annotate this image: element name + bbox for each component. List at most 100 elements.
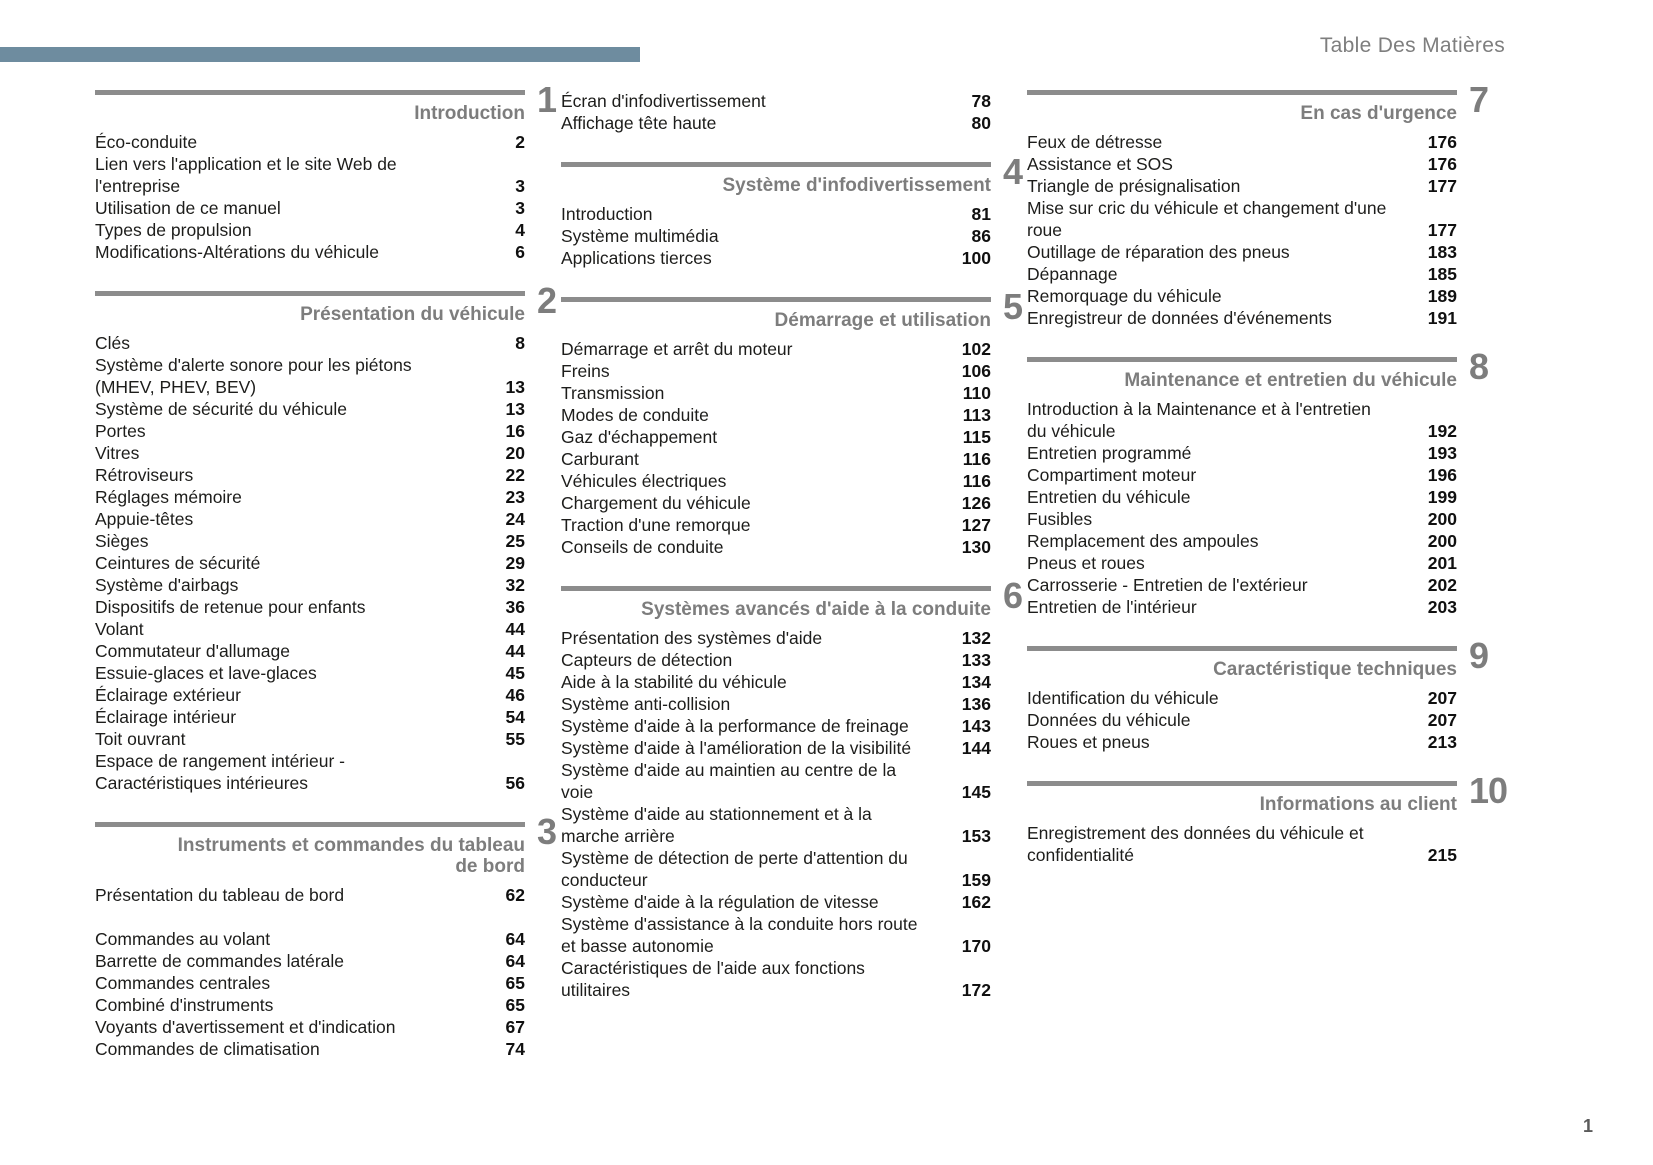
toc-entry[interactable]: Feux de détresse 176 bbox=[1027, 131, 1457, 153]
toc-entry-label: Système d'aide à la performance de frein… bbox=[561, 716, 909, 736]
section-header: Systèmes avancés d'aide à la conduite 6 bbox=[561, 578, 1023, 620]
toc-entry-label: Système anti-collision bbox=[561, 694, 731, 714]
toc-entry[interactable]: Système d'aide à la régulation de vitess… bbox=[561, 891, 991, 913]
section-header: Démarrage et utilisation 5 bbox=[561, 289, 1023, 331]
toc-section: Introduction 1 Éco-conduite 2 Lien vers l'ap… bbox=[95, 82, 557, 263]
toc-entry-label: Compartiment moteur bbox=[1027, 465, 1197, 485]
toc-entry[interactable]: Voyants d'avertissement et d'indication 6… bbox=[95, 1016, 525, 1038]
toc-entry[interactable]: Caractéristiques de l'aide aux fonctions… bbox=[561, 957, 991, 1001]
toc-entry[interactable]: Triangle de présignalisation 177 bbox=[1027, 175, 1457, 197]
toc-entry[interactable]: Modes de conduite 113 bbox=[561, 404, 991, 426]
toc-entry[interactable]: Système de détection de perte d'attentio… bbox=[561, 847, 991, 891]
toc-entry[interactable]: Traction d'une remorque 127 bbox=[561, 514, 991, 536]
toc-entry[interactable]: Dispositifs de retenue pour enfants 36 bbox=[95, 596, 525, 618]
toc-entry[interactable]: Mise sur cric du véhicule et changement … bbox=[1027, 197, 1457, 241]
toc-entry[interactable]: Pneus et roues 201 bbox=[1027, 552, 1457, 574]
toc-column-2: Écran d'infodivertissement 78 Affichage tê… bbox=[561, 90, 1023, 1060]
toc-entry[interactable]: Chargement du véhicule 126 bbox=[561, 492, 991, 514]
toc-entry-page: 189 bbox=[1427, 286, 1457, 306]
toc-entry[interactable]: Utilisation de ce manuel 3 bbox=[95, 197, 525, 219]
toc-entry-label: Écran d'infodivertissement bbox=[561, 91, 766, 111]
toc-entry[interactable]: Réglages mémoire 23 bbox=[95, 486, 525, 508]
toc-section: En cas d'urgence 7 Feux de détresse 176 Assi… bbox=[1027, 82, 1489, 329]
toc-entry[interactable]: Clés 8 bbox=[95, 332, 525, 354]
toc-entry[interactable]: Toit ouvrant 55 bbox=[95, 728, 525, 750]
toc-entry[interactable]: Système d'airbags 32 bbox=[95, 574, 525, 596]
toc-entry[interactable]: Introduction 81 bbox=[561, 203, 991, 225]
toc-entry[interactable]: Applications tierces 100 bbox=[561, 247, 991, 269]
section-number: 4 bbox=[1003, 151, 1023, 192]
toc-entry[interactable]: Lien vers l'application et le site Web d… bbox=[95, 153, 525, 197]
toc-entry[interactable]: Système multimédia 86 bbox=[561, 225, 991, 247]
toc-entry[interactable]: Système d'aide au stationnement et à la … bbox=[561, 803, 991, 847]
toc-entry[interactable]: Appuie-têtes 24 bbox=[95, 508, 525, 530]
toc-entry[interactable]: Vitres 20 bbox=[95, 442, 525, 464]
toc-entry-page: 193 bbox=[1427, 443, 1457, 463]
toc-entry[interactable]: Système de sécurité du véhicule 13 bbox=[95, 398, 525, 420]
toc-entry[interactable]: Entretien du véhicule 199 bbox=[1027, 486, 1457, 508]
toc-entry-page: 170 bbox=[961, 936, 991, 956]
toc-entry[interactable]: Remorquage du véhicule 189 bbox=[1027, 285, 1457, 307]
toc-entry[interactable]: Identification du véhicule 207 bbox=[1027, 687, 1457, 709]
toc-entry[interactable]: Éco-conduite 2 bbox=[95, 131, 525, 153]
toc-entry-page: 86 bbox=[971, 226, 991, 246]
toc-entry[interactable]: Système anti-collision 136 bbox=[561, 693, 991, 715]
toc-entry[interactable]: Combiné d'instruments 65 bbox=[95, 994, 525, 1016]
toc-entry[interactable]: Sièges 25 bbox=[95, 530, 525, 552]
toc-entry[interactable]: Éclairage intérieur 54 bbox=[95, 706, 525, 728]
toc-entry[interactable]: Portes 16 bbox=[95, 420, 525, 442]
toc-entry[interactable]: Rétroviseurs 22 bbox=[95, 464, 525, 486]
toc-entry[interactable]: Roues et pneus 213 bbox=[1027, 731, 1457, 753]
toc-entry[interactable]: Ceintures de sécurité 29 bbox=[95, 552, 525, 574]
toc-entry[interactable]: Système d'aide à la performance de frein… bbox=[561, 715, 991, 737]
toc-entry[interactable]: Affichage tête haute 80 bbox=[561, 112, 991, 134]
toc-entry[interactable]: Véhicules électriques 116 bbox=[561, 470, 991, 492]
toc-entry[interactable]: Carburant 116 bbox=[561, 448, 991, 470]
toc-entry[interactable]: Commandes centrales 65 bbox=[95, 972, 525, 994]
toc-entry[interactable]: Écran d'infodivertissement 78 bbox=[561, 90, 991, 112]
toc-entry[interactable]: Introduction à la Maintenance et à l'ent… bbox=[1027, 398, 1457, 442]
toc-entry[interactable]: Aide à la stabilité du véhicule 134 bbox=[561, 671, 991, 693]
section-rule bbox=[95, 90, 525, 95]
toc-entry[interactable]: Commandes au volant 64 bbox=[95, 928, 525, 950]
section-number: 3 bbox=[537, 811, 557, 852]
toc-entry[interactable]: Système d'alerte sonore pour les piétons… bbox=[95, 354, 525, 398]
toc-entry[interactable]: Commandes de climatisation 74 bbox=[95, 1038, 525, 1060]
toc-entry[interactable]: Éclairage extérieur 46 bbox=[95, 684, 525, 706]
toc-entry[interactable]: Système d'assistance à la conduite hors … bbox=[561, 913, 991, 957]
toc-section: Informations au client 10 Enregistrement d… bbox=[1027, 773, 1508, 866]
toc-entry-label: Aide à la stabilité du véhicule bbox=[561, 672, 787, 692]
toc-entry[interactable]: Enregistreur de données d'événements 191 bbox=[1027, 307, 1457, 329]
toc-entry[interactable]: Capteurs de détection 133 bbox=[561, 649, 991, 671]
toc-entry[interactable]: Barrette de commandes latérale 64 bbox=[95, 950, 525, 972]
toc-entry[interactable]: Entretien programmé 193 bbox=[1027, 442, 1457, 464]
toc-entry[interactable]: Essuie-glaces et lave-glaces 45 bbox=[95, 662, 525, 684]
toc-entry[interactable]: Données du véhicule 207 bbox=[1027, 709, 1457, 731]
toc-entry[interactable]: Entretien de l'intérieur 203 bbox=[1027, 596, 1457, 618]
toc-entry[interactable]: Espace de rangement intérieur - Caractér… bbox=[95, 750, 525, 794]
toc-entry[interactable]: Dépannage 185 bbox=[1027, 263, 1457, 285]
toc-entry[interactable]: Remplacement des ampoules 200 bbox=[1027, 530, 1457, 552]
section-rule bbox=[561, 586, 991, 591]
toc-entry[interactable]: Outillage de réparation des pneus 183 bbox=[1027, 241, 1457, 263]
toc-entry[interactable]: Freins 106 bbox=[561, 360, 991, 382]
toc-entry[interactable]: Système d'aide à l'amélioration de la vi… bbox=[561, 737, 991, 759]
toc-entry[interactable]: Conseils de conduite 130 bbox=[561, 536, 991, 558]
toc-entry[interactable]: Fusibles 200 bbox=[1027, 508, 1457, 530]
toc-entry[interactable]: Assistance et SOS 176 bbox=[1027, 153, 1457, 175]
toc-entry[interactable]: Enregistrement des données du véhicule e… bbox=[1027, 822, 1457, 866]
toc-entry[interactable]: Volant 44 bbox=[95, 618, 525, 640]
toc-entry[interactable]: Commutateur d'allumage 44 bbox=[95, 640, 525, 662]
toc-entry-page: 192 bbox=[1427, 421, 1457, 441]
toc-entry[interactable]: Transmission 110 bbox=[561, 382, 991, 404]
toc-entry[interactable]: Carrosserie - Entretien de l'extérieur 20… bbox=[1027, 574, 1457, 596]
toc-entry[interactable]: Présentation du tableau de bord 62 bbox=[95, 884, 525, 906]
toc-entry[interactable]: Types de propulsion 4 bbox=[95, 219, 525, 241]
toc-entry[interactable]: Présentation des systèmes d'aide 132 bbox=[561, 627, 991, 649]
toc-entry[interactable]: Compartiment moteur 196 bbox=[1027, 464, 1457, 486]
section-rule bbox=[561, 162, 991, 167]
toc-entry[interactable]: Système d'aide au maintien au centre de … bbox=[561, 759, 991, 803]
toc-entry[interactable]: Démarrage et arrêt du moteur 102 bbox=[561, 338, 991, 360]
toc-entry[interactable]: Modifications-Altérations du véhicule 6 bbox=[95, 241, 525, 263]
toc-entry[interactable]: Gaz d'échappement 115 bbox=[561, 426, 991, 448]
